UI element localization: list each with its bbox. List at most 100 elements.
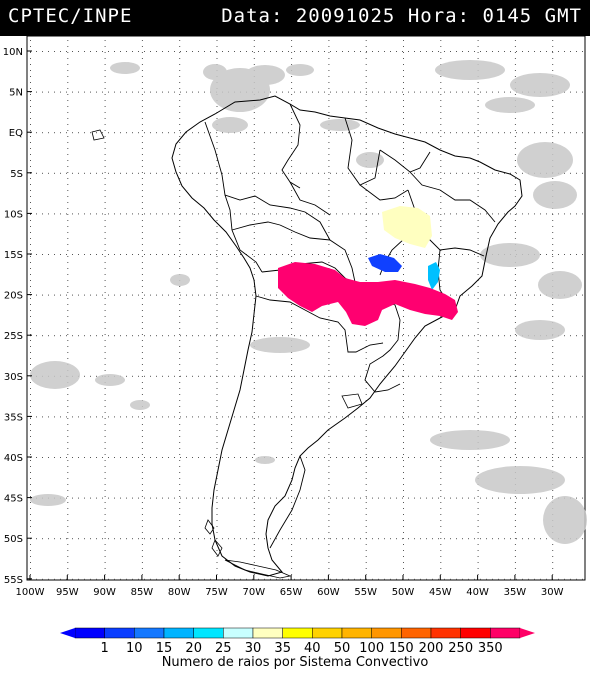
grid-dot — [216, 274, 218, 275]
legend-value: 250 — [448, 641, 473, 656]
grid-dot — [198, 416, 199, 418]
grid-dot — [30, 484, 31, 485]
grid-dot — [156, 213, 157, 215]
grid-dot — [528, 213, 529, 215]
grid-dot — [372, 375, 373, 377]
grid-dot — [468, 497, 469, 499]
grid-dot — [144, 497, 145, 499]
grid-dot — [354, 578, 355, 580]
grid-dot — [403, 508, 404, 509]
grid-dot — [150, 172, 151, 174]
grid-dot — [462, 294, 463, 296]
grid-dot — [141, 310, 143, 311]
grid-dot — [365, 454, 367, 455]
grid-dot — [30, 238, 31, 239]
grid-dot — [312, 254, 313, 255]
grid-dot — [582, 172, 583, 174]
grid-dot — [312, 538, 313, 540]
grid-dot — [60, 91, 61, 93]
grid-dot — [514, 178, 516, 179]
grid-dot — [498, 578, 499, 580]
grid-dot — [67, 400, 69, 401]
grid-dot — [420, 132, 421, 134]
grid-dot — [390, 578, 391, 580]
grid-dot — [477, 154, 479, 155]
grid-dot — [330, 172, 331, 174]
grid-dot — [67, 70, 69, 71]
grid-dot — [216, 568, 218, 569]
grid-dot — [552, 58, 554, 59]
grid-dot — [318, 416, 319, 418]
grid-dot — [576, 335, 577, 337]
grid-dot — [328, 220, 330, 221]
grid-dot — [108, 91, 109, 93]
grid-dot — [192, 457, 193, 458]
grid-dot — [253, 340, 255, 341]
grid-dot — [365, 358, 367, 359]
grid-dot — [60, 538, 61, 540]
grid-dot — [30, 256, 31, 257]
grid-dot — [141, 142, 143, 143]
grid-dot — [440, 496, 442, 497]
grid-dot — [378, 172, 379, 174]
grid-dot — [216, 484, 218, 485]
grid-dot — [141, 514, 143, 515]
grid-dot — [514, 310, 516, 311]
cloud-cover — [30, 60, 587, 544]
grid-dot — [216, 254, 217, 255]
grid-dot — [366, 51, 367, 52]
grid-dot — [477, 334, 479, 335]
grid-dot — [440, 196, 442, 197]
grid-dot — [438, 416, 439, 418]
grid-dot — [328, 418, 330, 419]
grid-dot — [516, 335, 517, 337]
grid-dot — [104, 268, 106, 269]
grid-dot — [216, 335, 217, 337]
grid-dot — [514, 124, 516, 125]
grid-dot — [528, 497, 529, 499]
grid-dot — [440, 502, 442, 503]
grid-dot — [264, 375, 265, 377]
grid-dot — [104, 448, 106, 449]
legend-value: 1 — [101, 641, 109, 656]
grid-dot — [403, 190, 404, 191]
grid-dot — [477, 142, 479, 143]
grid-dot — [403, 196, 404, 197]
grid-dot — [403, 322, 404, 323]
grid-dot — [141, 454, 143, 455]
grid-dot — [291, 64, 293, 65]
grid-dot — [366, 132, 367, 134]
grid-dot — [540, 497, 541, 499]
grid-dot — [403, 82, 404, 83]
grid-dot — [104, 178, 106, 179]
grid-dot — [126, 375, 127, 377]
grid-dot — [504, 538, 505, 540]
grid-dot — [84, 254, 85, 255]
grid-dot — [216, 46, 218, 47]
grid-dot — [179, 556, 181, 557]
grid-dot — [104, 538, 106, 539]
grid-dot — [403, 424, 404, 425]
legend-value: 150 — [389, 641, 414, 656]
grid-dot — [30, 64, 31, 65]
grid-dot — [144, 132, 145, 134]
grid-dot — [403, 184, 404, 185]
grid-dot — [179, 244, 181, 245]
grid-dot — [468, 538, 469, 540]
grid-dot — [192, 538, 193, 540]
grid-dot — [216, 334, 218, 335]
grid-dot — [336, 375, 337, 377]
grid-dot — [141, 124, 143, 125]
grid-dot — [104, 82, 106, 83]
grid-dot — [294, 416, 295, 418]
grid-dot — [330, 375, 331, 377]
grid-dot — [150, 132, 151, 134]
grid-dot — [216, 556, 218, 557]
grid-dot — [198, 335, 199, 337]
grid-dot — [141, 40, 143, 41]
grid-dot — [552, 448, 554, 449]
grid-dot — [324, 132, 325, 134]
grid-dot — [534, 375, 535, 377]
grid-dot — [198, 132, 199, 134]
grid-dot — [291, 334, 293, 335]
